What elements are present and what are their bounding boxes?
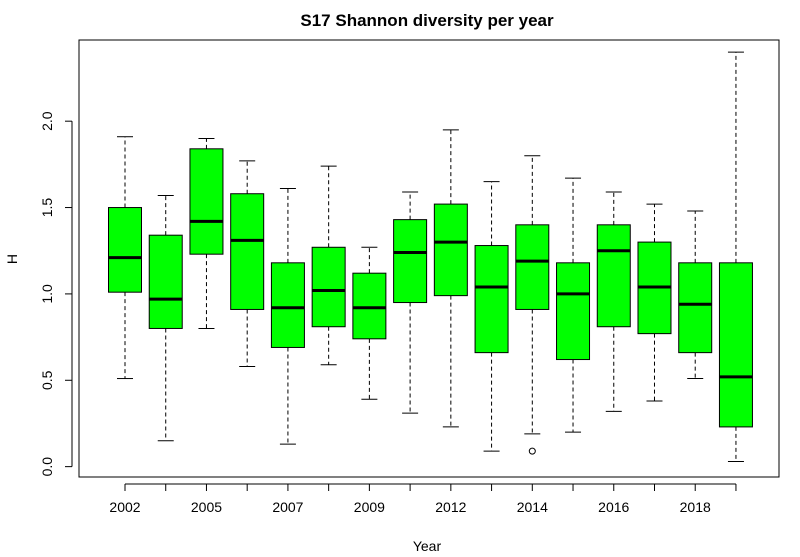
outlier-point (528, 447, 536, 455)
y-tick-label: 1.5 (39, 198, 55, 218)
iqr-box (718, 262, 753, 428)
iqr-box (596, 224, 631, 328)
iqr-box (108, 207, 142, 293)
box-2014 (515, 155, 550, 455)
boxes-group (108, 51, 753, 462)
iqr-box (352, 272, 387, 340)
iqr-box (270, 262, 305, 348)
iqr-box (148, 234, 183, 329)
y-tick-label: 0.0 (39, 457, 55, 477)
box-2018 (678, 210, 713, 380)
x-tick-label: 2016 (598, 499, 629, 515)
x-tick-label: 2018 (680, 499, 711, 515)
y-axis-label: H (4, 254, 20, 264)
x-tick-label: 2012 (435, 499, 466, 515)
box-2002 (108, 136, 142, 380)
box-2004 (148, 194, 183, 442)
iqr-box (230, 193, 265, 310)
box-2007 (270, 188, 305, 445)
box-2012 (433, 129, 468, 428)
x-tick-label: 2005 (191, 499, 222, 515)
iqr-box (556, 262, 591, 361)
y-axis: 0.0 0.5 1.0 1.5 2.0 (39, 111, 73, 477)
x-tick-label: 2009 (354, 499, 385, 515)
y-tick-label: 1.0 (39, 284, 55, 304)
x-tick-label: 2002 (109, 499, 140, 515)
iqr-box (515, 224, 550, 310)
x-tick-label: 2007 (272, 499, 303, 515)
iqr-box (189, 148, 224, 255)
y-tick-label: 2.0 (39, 111, 55, 131)
iqr-box (474, 245, 509, 354)
iqr-box (393, 219, 428, 304)
x-axis: 2002 2005 2007 2009 2012 2014 2016 2018 (109, 483, 737, 515)
box-2016 (596, 191, 631, 412)
box-2008 (311, 165, 346, 366)
box-2019 (718, 51, 753, 462)
y-tick-label: 0.5 (39, 370, 55, 390)
box-2017 (637, 203, 672, 402)
plot-frame (78, 39, 780, 478)
box-2006 (230, 160, 265, 367)
iqr-box (433, 203, 468, 297)
box-2013 (474, 181, 509, 452)
iqr-box (678, 262, 713, 354)
box-2005 (189, 137, 224, 329)
x-axis-label: Year (413, 538, 442, 554)
iqr-box (311, 246, 346, 328)
box-2011 (393, 191, 428, 414)
chart-title: S17 Shannon diversity per year (300, 11, 554, 30)
box-2015 (556, 177, 591, 433)
box-2009 (352, 246, 387, 400)
x-tick-label: 2014 (517, 499, 548, 515)
